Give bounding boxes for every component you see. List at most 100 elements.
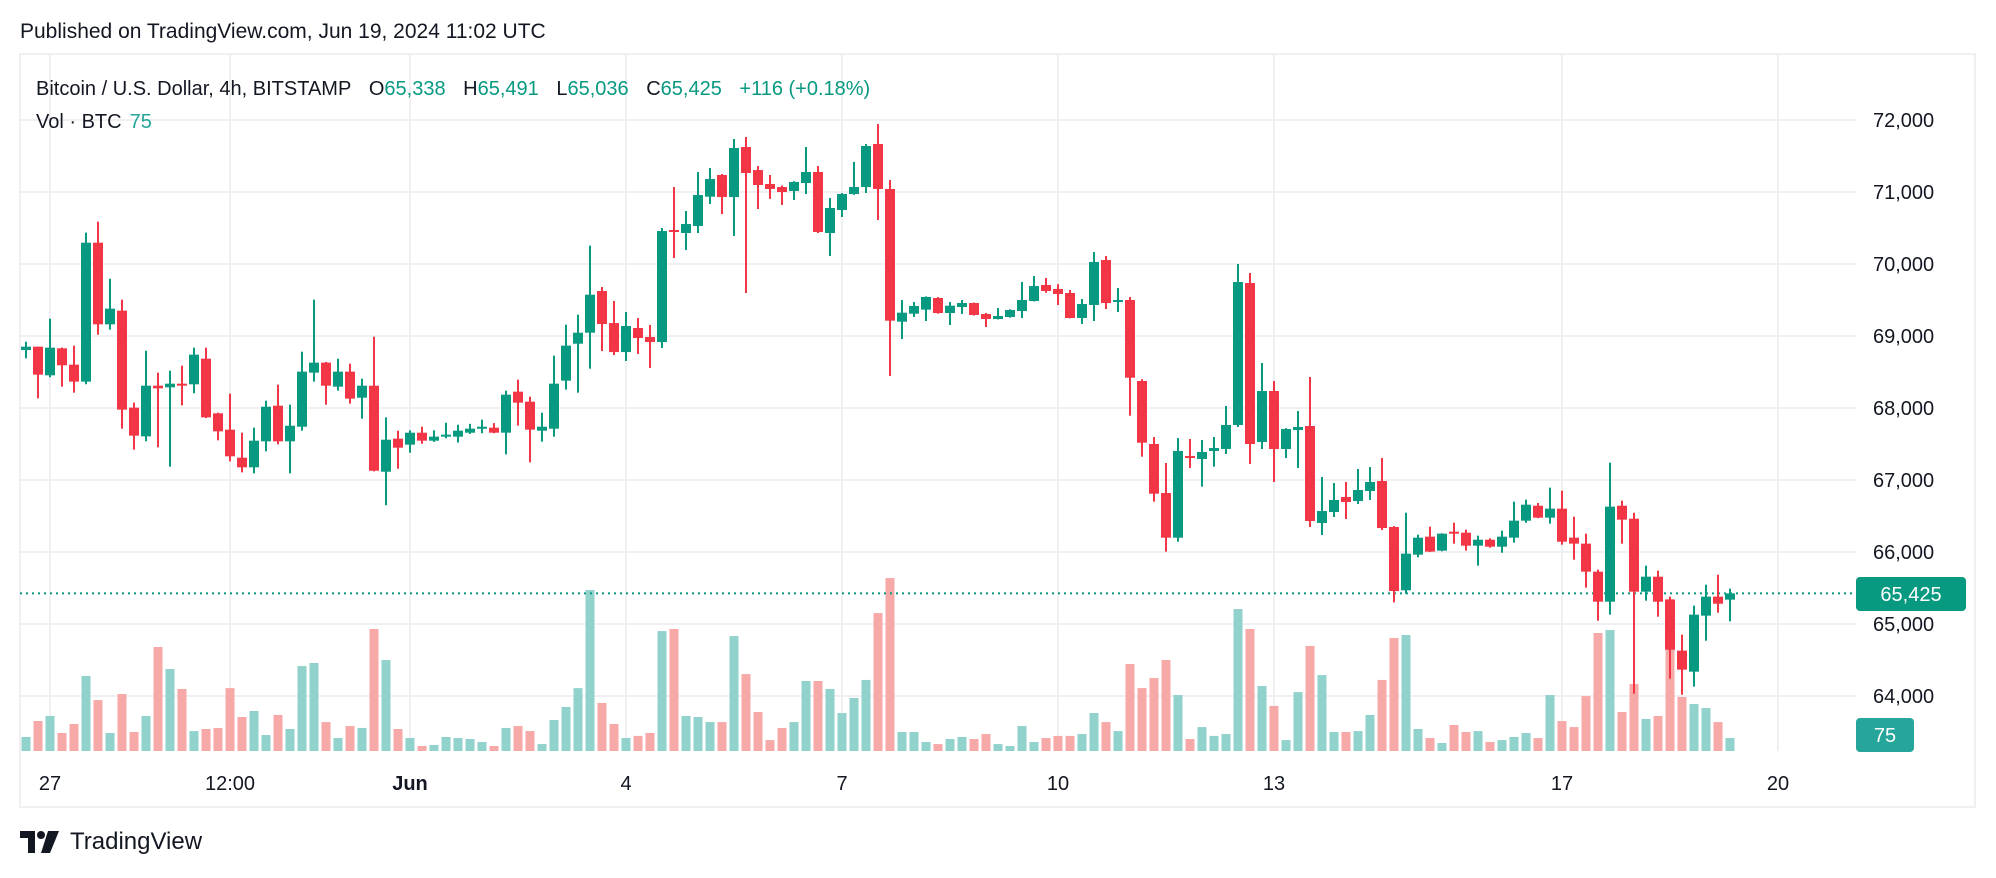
candle[interactable] bbox=[789, 181, 799, 200]
candle[interactable] bbox=[105, 278, 115, 330]
candle[interactable] bbox=[1005, 309, 1015, 318]
candle[interactable] bbox=[297, 351, 307, 431]
candle[interactable] bbox=[1545, 487, 1555, 524]
candle[interactable] bbox=[741, 136, 751, 294]
candle[interactable] bbox=[1269, 381, 1279, 483]
candle[interactable] bbox=[1569, 516, 1579, 560]
candle[interactable] bbox=[777, 185, 787, 205]
candle[interactable] bbox=[873, 124, 883, 221]
candle[interactable] bbox=[1617, 500, 1627, 544]
candle[interactable] bbox=[945, 302, 955, 325]
candle[interactable] bbox=[1173, 438, 1183, 542]
candle[interactable] bbox=[1581, 533, 1591, 588]
candle[interactable] bbox=[633, 318, 643, 354]
candle[interactable] bbox=[837, 193, 847, 217]
candle[interactable] bbox=[957, 300, 967, 314]
candle[interactable] bbox=[117, 299, 127, 429]
candle[interactable] bbox=[1485, 538, 1495, 548]
candle[interactable] bbox=[441, 422, 451, 439]
candle[interactable] bbox=[501, 390, 511, 455]
candle[interactable] bbox=[681, 211, 691, 251]
candle[interactable] bbox=[1233, 264, 1243, 428]
candle[interactable] bbox=[1389, 526, 1399, 603]
candle[interactable] bbox=[453, 424, 463, 443]
candle[interactable] bbox=[285, 404, 295, 474]
candle[interactable] bbox=[1101, 256, 1111, 309]
candle[interactable] bbox=[585, 245, 595, 369]
candle[interactable] bbox=[69, 345, 79, 393]
candle[interactable] bbox=[981, 312, 991, 327]
candle[interactable] bbox=[1125, 296, 1135, 416]
candle[interactable] bbox=[645, 324, 655, 369]
candle[interactable] bbox=[1461, 529, 1471, 551]
candle[interactable] bbox=[249, 427, 259, 474]
candle[interactable] bbox=[1713, 574, 1723, 613]
candle[interactable] bbox=[381, 417, 391, 506]
candle[interactable] bbox=[165, 370, 175, 467]
candle[interactable] bbox=[81, 232, 91, 385]
symbol-legend[interactable]: Bitcoin / U.S. Dollar, 4h, BITSTAMP O65,… bbox=[36, 78, 870, 101]
candle[interactable] bbox=[417, 426, 427, 444]
candle[interactable] bbox=[1533, 503, 1543, 519]
candle[interactable] bbox=[429, 430, 439, 442]
candle[interactable] bbox=[1365, 467, 1375, 501]
candle[interactable] bbox=[993, 307, 1003, 320]
candle[interactable] bbox=[1281, 428, 1291, 459]
candle[interactable] bbox=[1209, 437, 1219, 467]
candle[interactable] bbox=[861, 143, 871, 194]
candle[interactable] bbox=[1185, 439, 1195, 469]
candle[interactable] bbox=[1605, 462, 1615, 615]
candle[interactable] bbox=[1509, 501, 1519, 543]
candle[interactable] bbox=[1257, 363, 1267, 450]
candle[interactable] bbox=[1137, 379, 1147, 457]
candle[interactable] bbox=[1293, 411, 1303, 469]
candle[interactable] bbox=[813, 166, 823, 234]
candle[interactable] bbox=[393, 430, 403, 469]
candle[interactable] bbox=[561, 324, 571, 390]
candle[interactable] bbox=[1641, 565, 1651, 601]
candle[interactable] bbox=[801, 147, 811, 195]
candle[interactable] bbox=[897, 300, 907, 340]
candle[interactable] bbox=[753, 166, 763, 209]
candle[interactable] bbox=[357, 378, 367, 419]
candle[interactable] bbox=[1029, 276, 1039, 302]
candle[interactable] bbox=[225, 393, 235, 462]
candle[interactable] bbox=[1353, 468, 1363, 504]
candle[interactable] bbox=[1377, 458, 1387, 531]
candle[interactable] bbox=[705, 168, 715, 205]
candle[interactable] bbox=[1701, 584, 1711, 641]
candle[interactable] bbox=[477, 419, 487, 434]
candle[interactable] bbox=[1557, 490, 1567, 545]
candle[interactable] bbox=[57, 347, 67, 387]
candle[interactable] bbox=[1197, 439, 1207, 487]
candle[interactable] bbox=[1521, 499, 1531, 523]
candle[interactable] bbox=[1665, 596, 1675, 679]
candle[interactable] bbox=[885, 179, 895, 377]
candle[interactable] bbox=[1629, 512, 1639, 694]
candle[interactable] bbox=[729, 139, 739, 236]
symbol-title[interactable]: Bitcoin / U.S. Dollar, 4h, BITSTAMP bbox=[36, 78, 352, 100]
candle[interactable] bbox=[1221, 405, 1231, 455]
candle[interactable] bbox=[1317, 476, 1327, 536]
candle[interactable] bbox=[1725, 588, 1735, 622]
candle[interactable] bbox=[825, 197, 835, 257]
candle[interactable] bbox=[513, 379, 523, 426]
candle[interactable] bbox=[369, 336, 379, 472]
candle[interactable] bbox=[717, 174, 727, 215]
candle[interactable] bbox=[465, 423, 475, 434]
candle[interactable] bbox=[693, 171, 703, 234]
candle[interactable] bbox=[45, 318, 55, 378]
candle[interactable] bbox=[549, 355, 559, 437]
candle[interactable] bbox=[1473, 535, 1483, 566]
candle[interactable] bbox=[1425, 526, 1435, 552]
candle[interactable] bbox=[237, 432, 247, 473]
candle[interactable] bbox=[1497, 530, 1507, 553]
time-axis[interactable]: 27 12:00 Jun 4 7 10 13 17 20 bbox=[39, 773, 1789, 795]
candle[interactable] bbox=[1449, 522, 1459, 544]
candle[interactable] bbox=[1341, 482, 1351, 520]
candle[interactable] bbox=[609, 301, 619, 356]
candle[interactable] bbox=[1689, 605, 1699, 687]
candle[interactable] bbox=[1089, 251, 1099, 322]
candle[interactable] bbox=[1161, 463, 1171, 552]
